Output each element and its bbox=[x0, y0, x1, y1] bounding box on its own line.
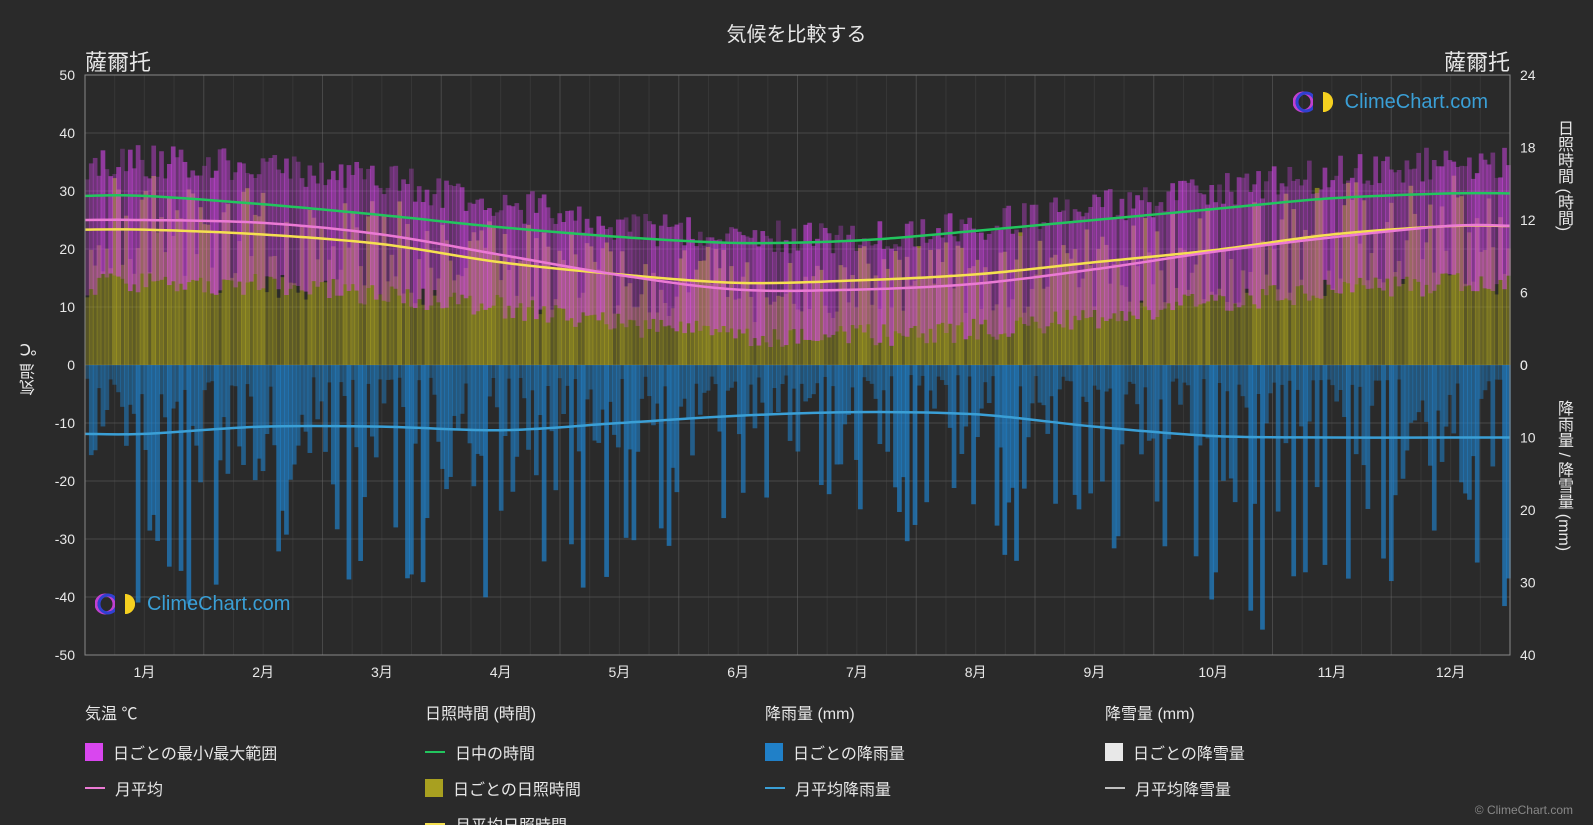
svg-text:5月: 5月 bbox=[608, 664, 630, 680]
svg-text:40: 40 bbox=[1520, 647, 1536, 663]
climechart-logo-icon bbox=[1293, 88, 1337, 116]
legend: 気温 ℃ 日ごとの最小/最大範囲 月平均 日照時間 (時間) 日中の時間 日ごと… bbox=[85, 700, 1385, 825]
svg-text:-10: -10 bbox=[55, 415, 75, 431]
svg-text:20: 20 bbox=[59, 241, 75, 257]
svg-text:0: 0 bbox=[1520, 357, 1528, 373]
legend-item-rain-daily: 日ごとの降雨量 bbox=[765, 740, 1045, 764]
svg-text:7月: 7月 bbox=[846, 664, 868, 680]
legend-item-daylight: 日中の時間 bbox=[425, 740, 705, 764]
climechart-logo-icon bbox=[95, 590, 139, 618]
legend-label: 月平均降雨量 bbox=[795, 776, 891, 800]
svg-text:-50: -50 bbox=[55, 647, 75, 663]
legend-label: 月平均日照時間 bbox=[455, 812, 567, 825]
legend-col-snow: 降雪量 (mm) 日ごとの降雪量 月平均降雪量 bbox=[1105, 700, 1385, 825]
legend-label: 日ごとの降雪量 bbox=[1133, 740, 1245, 764]
svg-text:10: 10 bbox=[59, 299, 75, 315]
svg-text:30: 30 bbox=[1520, 575, 1536, 591]
svg-text:18: 18 bbox=[1520, 140, 1536, 156]
legend-label: 月平均降雪量 bbox=[1135, 776, 1231, 800]
swatch-snow-daily bbox=[1105, 743, 1123, 761]
line-swatch-rain-avg bbox=[765, 787, 785, 789]
legend-label: 日ごとの降雨量 bbox=[793, 740, 905, 764]
legend-header-sun: 日照時間 (時間) bbox=[425, 700, 705, 724]
svg-text:-20: -20 bbox=[55, 473, 75, 489]
svg-text:40: 40 bbox=[59, 125, 75, 141]
legend-item-temp-avg: 月平均 bbox=[85, 776, 365, 800]
legend-item-rain-avg: 月平均降雨量 bbox=[765, 776, 1045, 800]
svg-text:1月: 1月 bbox=[133, 664, 155, 680]
legend-header-rain: 降雨量 (mm) bbox=[765, 700, 1045, 724]
line-swatch-snow-avg bbox=[1105, 787, 1125, 789]
watermark-text: ClimeChart.com bbox=[147, 593, 290, 616]
legend-item-sun-daily: 日ごとの日照時間 bbox=[425, 776, 705, 800]
svg-text:3月: 3月 bbox=[371, 664, 393, 680]
svg-text:20: 20 bbox=[1520, 502, 1536, 518]
svg-text:8月: 8月 bbox=[965, 664, 987, 680]
svg-text:50: 50 bbox=[59, 67, 75, 83]
legend-item-snow-avg: 月平均降雪量 bbox=[1105, 776, 1385, 800]
svg-text:6月: 6月 bbox=[727, 664, 749, 680]
svg-text:10: 10 bbox=[1520, 430, 1536, 446]
watermark-text: ClimeChart.com bbox=[1345, 91, 1488, 114]
svg-text:11月: 11月 bbox=[1318, 664, 1347, 680]
legend-item-sun-avg: 月平均日照時間 bbox=[425, 812, 705, 825]
svg-text:24: 24 bbox=[1520, 67, 1536, 83]
svg-text:12: 12 bbox=[1520, 212, 1536, 228]
copyright: © ClimeChart.com bbox=[1475, 803, 1573, 817]
svg-text:2月: 2月 bbox=[252, 664, 274, 680]
legend-label: 日ごとの最小/最大範囲 bbox=[113, 740, 277, 764]
svg-text:10月: 10月 bbox=[1198, 664, 1228, 680]
watermark-bottom: ClimeChart.com bbox=[95, 590, 290, 618]
swatch-sun-daily bbox=[425, 779, 443, 797]
legend-label: 日中の時間 bbox=[455, 740, 535, 764]
svg-text:6: 6 bbox=[1520, 285, 1528, 301]
line-swatch-daylight bbox=[425, 751, 445, 753]
legend-header-temp: 気温 ℃ bbox=[85, 700, 365, 724]
legend-item-temp-range: 日ごとの最小/最大範囲 bbox=[85, 740, 365, 764]
legend-col-sun: 日照時間 (時間) 日中の時間 日ごとの日照時間 月平均日照時間 bbox=[425, 700, 705, 825]
legend-col-rain: 降雨量 (mm) 日ごとの降雨量 月平均降雨量 bbox=[765, 700, 1045, 825]
svg-text:12月: 12月 bbox=[1436, 664, 1466, 680]
svg-text:4月: 4月 bbox=[490, 664, 512, 680]
line-swatch-temp-avg bbox=[85, 787, 105, 789]
legend-header-snow: 降雪量 (mm) bbox=[1105, 700, 1385, 724]
legend-label: 月平均 bbox=[115, 776, 163, 800]
svg-text:9月: 9月 bbox=[1083, 664, 1105, 680]
swatch-temp-range bbox=[85, 743, 103, 761]
legend-label: 日ごとの日照時間 bbox=[453, 776, 581, 800]
svg-text:0: 0 bbox=[67, 357, 75, 373]
svg-text:-30: -30 bbox=[55, 531, 75, 547]
svg-text:-40: -40 bbox=[55, 589, 75, 605]
swatch-rain-daily bbox=[765, 743, 783, 761]
watermark-top: ClimeChart.com bbox=[1293, 88, 1488, 116]
svg-text:30: 30 bbox=[59, 183, 75, 199]
legend-col-temp: 気温 ℃ 日ごとの最小/最大範囲 月平均 bbox=[85, 700, 365, 825]
legend-item-snow-daily: 日ごとの降雪量 bbox=[1105, 740, 1385, 764]
